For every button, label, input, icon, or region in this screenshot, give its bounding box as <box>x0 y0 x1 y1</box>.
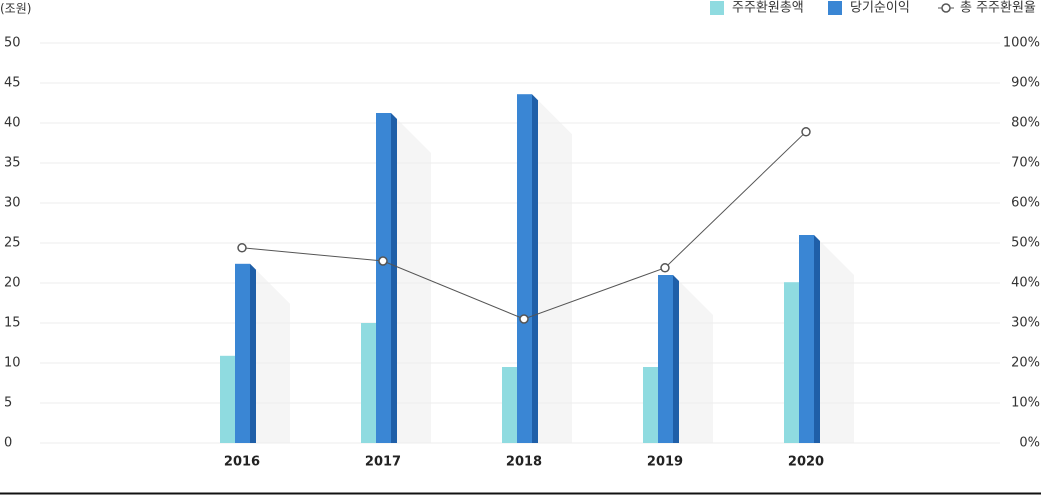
legend-swatch <box>941 3 951 13</box>
y2-tick-label: 30% <box>1011 316 1040 331</box>
y-tick-label: 35 <box>4 156 21 171</box>
bar-shadow <box>538 100 572 443</box>
y2-tick-label: 90% <box>1011 76 1040 91</box>
x-tick-label: 2020 <box>788 455 824 470</box>
x-tick-label: 2017 <box>365 455 401 470</box>
y-tick-label: 40 <box>4 116 21 131</box>
bar <box>376 113 391 443</box>
x-tick-label: 2016 <box>224 455 260 470</box>
y2-tick-label: 20% <box>1011 356 1040 371</box>
y2-tick-label: 10% <box>1011 396 1040 411</box>
y2-tick-label: 0% <box>1019 436 1040 451</box>
legend-swatch <box>710 1 724 15</box>
bar-side <box>391 113 397 443</box>
y-tick-label: 20 <box>4 276 21 291</box>
legend-label: 주주환원총액 <box>732 1 804 16</box>
y-tick-label: 50 <box>4 36 21 51</box>
y2-tick-label: 80% <box>1011 116 1040 131</box>
bar-shadow <box>679 281 713 443</box>
bar-side <box>673 275 679 443</box>
legend-label: 총 주주환원율 <box>960 1 1036 16</box>
legend-label: 당기순이익 <box>850 1 910 16</box>
bar <box>517 94 532 443</box>
y-tick-label: 30 <box>4 196 21 211</box>
bar-shadow <box>256 269 290 443</box>
bar-side <box>814 235 820 443</box>
y-tick-label: 10 <box>4 356 21 371</box>
bar <box>799 235 814 443</box>
x-tick-label: 2019 <box>647 455 683 470</box>
y-tick-label: 25 <box>4 236 21 251</box>
y-tick-label: 15 <box>4 316 21 331</box>
y-tick-label: 5 <box>4 396 12 411</box>
bar-shadow <box>397 119 431 443</box>
bar-side <box>250 263 256 443</box>
line-point <box>519 314 529 324</box>
legend-swatch <box>828 1 842 15</box>
y-tick-label: 0 <box>4 436 12 451</box>
unit-label: (조원) <box>0 2 31 16</box>
line-point <box>801 127 811 137</box>
bar <box>658 275 673 443</box>
y2-tick-label: 70% <box>1011 156 1040 171</box>
y2-tick-label: 40% <box>1011 276 1040 291</box>
bar <box>235 263 250 443</box>
y2-tick-label: 100% <box>1003 36 1040 51</box>
line-point <box>378 256 388 266</box>
bar-side <box>532 94 538 443</box>
bar-shadow <box>820 241 854 443</box>
y-tick-label: 45 <box>4 76 21 91</box>
y2-tick-label: 60% <box>1011 196 1040 211</box>
x-tick-label: 2018 <box>506 455 542 470</box>
line-point <box>237 243 247 253</box>
line-point <box>660 263 670 273</box>
y2-tick-label: 50% <box>1011 236 1040 251</box>
